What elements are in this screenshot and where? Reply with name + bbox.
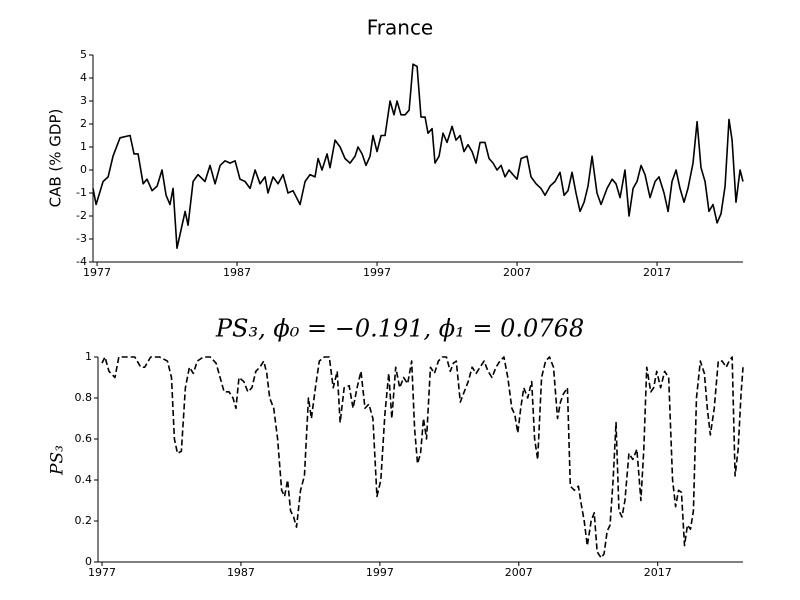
x-tick-label: 2007 (503, 266, 531, 279)
x-tick-label: 2017 (643, 266, 671, 279)
x-tick-label: 1977 (88, 566, 116, 579)
data-line (101, 356, 744, 559)
y-tick-label: 0.4 (75, 473, 93, 486)
y-tick-label: 0.6 (75, 432, 93, 445)
data-line (92, 63, 744, 249)
y-tick-label: -3 (76, 232, 87, 245)
y-tick-label: -4 (76, 255, 87, 268)
y-tick-label: 1 (85, 350, 92, 363)
y-tick-label: -2 (76, 209, 87, 222)
y-tick-label: 0 (85, 555, 92, 568)
y-axis-label: PS₃ (48, 445, 68, 476)
y-tick-label: 1 (80, 140, 87, 153)
x-tick-label: 1987 (223, 266, 251, 279)
x-tick-label: 1987 (227, 566, 255, 579)
y-tick-label: 4 (80, 71, 87, 84)
chart-title: PS₃, ϕ₀ = −0.191, ϕ₁ = 0.0768 (215, 315, 584, 343)
y-tick-label: 0.2 (75, 514, 93, 527)
x-tick-label: 1977 (83, 266, 111, 279)
x-tick-label: 1997 (363, 266, 391, 279)
x-tick-label: 2017 (644, 566, 672, 579)
y-tick-label: 0.8 (75, 391, 93, 404)
y-tick-label: 2 (80, 117, 87, 130)
x-tick-label: 2007 (505, 566, 533, 579)
y-axis-label: CAB (% GDP) (47, 109, 65, 208)
y-tick-label: 0 (80, 163, 87, 176)
y-tick-label: 3 (80, 94, 87, 107)
y-tick-label: -1 (76, 186, 87, 199)
y-tick-label: 5 (80, 48, 87, 61)
chart-title: France (367, 16, 434, 40)
x-tick-label: 1997 (366, 566, 394, 579)
